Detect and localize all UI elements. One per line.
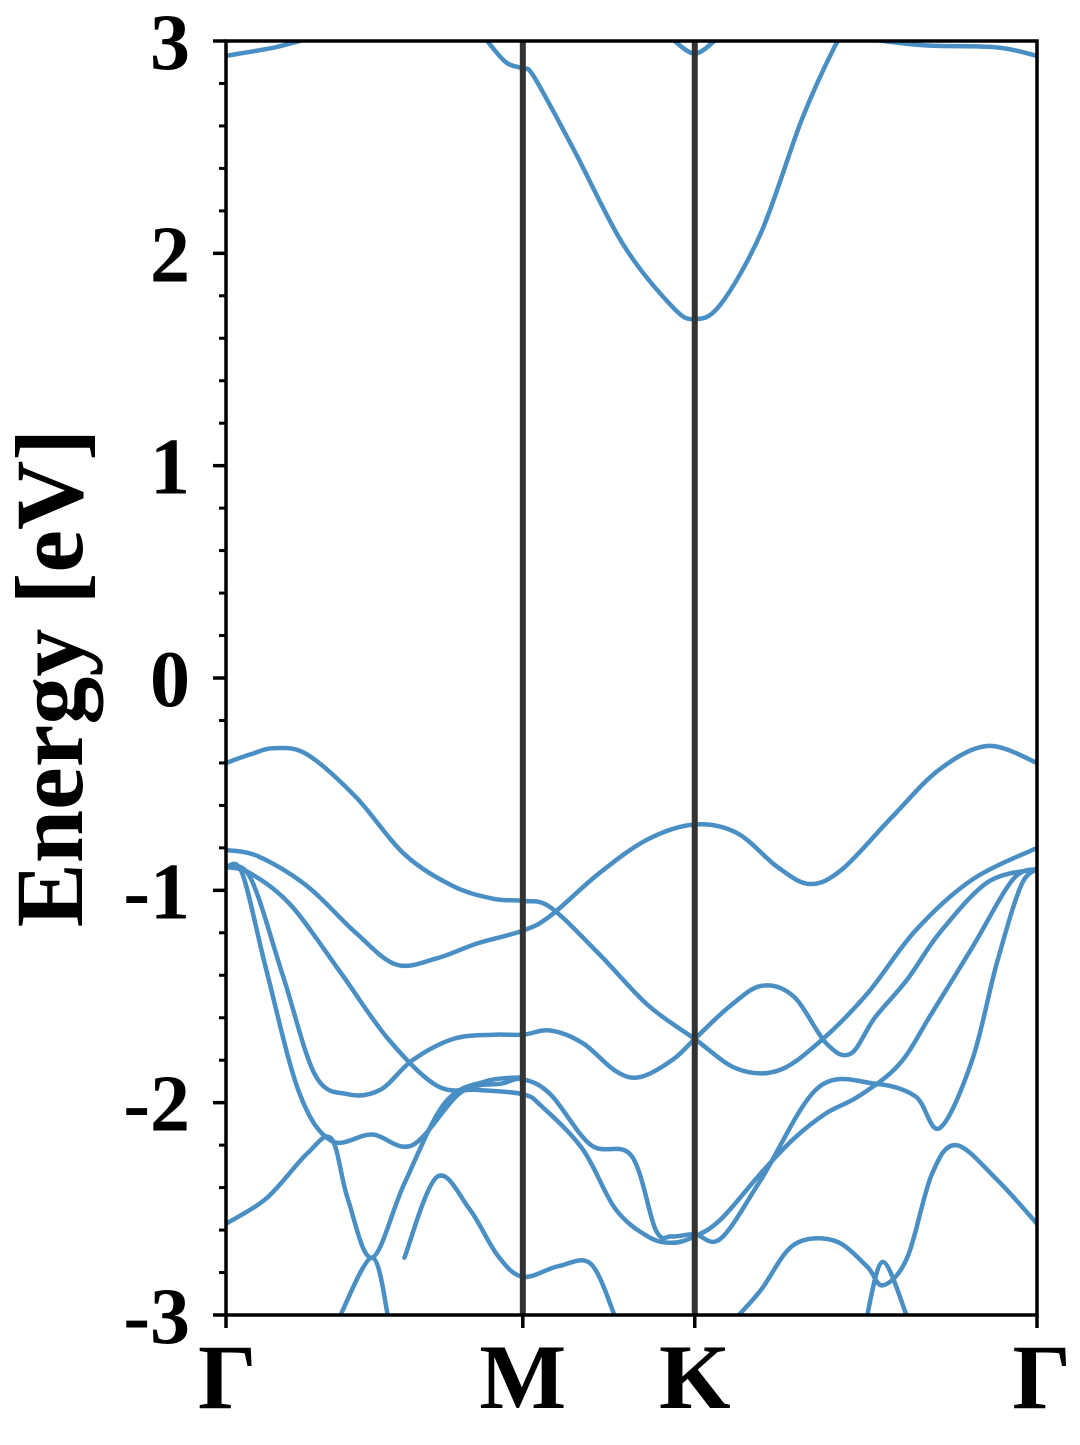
y-tick-label: 2	[150, 211, 190, 299]
high-symmetry-lines-layer	[519, 41, 698, 1315]
band-lines-layer	[226, 41, 1037, 1315]
band-line-5	[226, 745, 1037, 1076]
y-axis-title: Energy [eV]	[0, 429, 103, 928]
band-line-6	[226, 743, 1037, 969]
x-tick-label: K	[659, 1326, 731, 1428]
plot-border	[224, 39, 1039, 1317]
y-tick-label: 0	[150, 636, 190, 724]
y-tick-label: -3	[123, 1273, 190, 1361]
band-line-11	[402, 1173, 617, 1315]
band-line-9	[226, 861, 1037, 1245]
band-line-13	[338, 1255, 391, 1315]
y-tick-label: 3	[150, 0, 190, 87]
x-tick-label: Γ	[198, 1326, 257, 1428]
y-tick-label: 1	[150, 424, 190, 512]
band-line-7	[226, 864, 1037, 1246]
band-line-8	[226, 863, 1037, 1098]
band-line-14	[864, 1259, 909, 1315]
plot-frame	[224, 39, 1039, 1317]
y-tick-label: -2	[123, 1061, 190, 1149]
band-line-10	[226, 1074, 526, 1260]
tick-marks-layer	[213, 39, 1039, 1328]
band-line-12	[735, 1142, 1037, 1315]
x-tick-label: Γ	[1012, 1326, 1071, 1428]
x-tick-label: M	[479, 1326, 566, 1428]
y-tick-label: -1	[123, 848, 190, 936]
band-line-2	[484, 41, 844, 322]
band-line-1	[226, 41, 308, 59]
